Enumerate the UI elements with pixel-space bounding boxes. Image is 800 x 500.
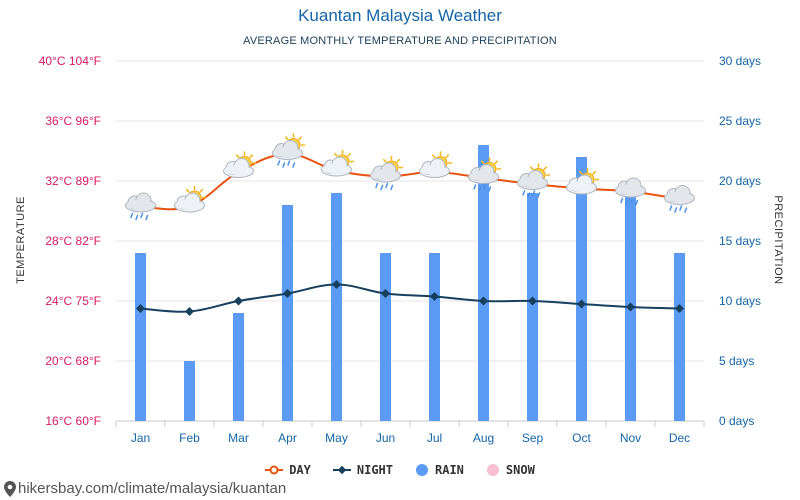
x-tick-label: Jan: [131, 431, 150, 445]
sun-cloud-rain-icon: [468, 157, 502, 192]
left-tick-label: 28°C 82°F: [45, 234, 101, 248]
left-tick-label: 16°C 60°F: [45, 414, 101, 428]
x-tick-label: Nov: [620, 431, 641, 445]
rain-bar: [184, 361, 195, 421]
chart-subtitle: AVERAGE MONTHLY TEMPERATURE AND PRECIPIT…: [243, 35, 557, 47]
x-tick-label: Dec: [669, 431, 690, 445]
sun-cloud-rain-icon: [272, 133, 306, 168]
axis-ticks: 16°C 60°F 20°C 68°F 24°C 75°F 28°C 82°F 32°C…: [39, 54, 761, 445]
sun-cloud-rain-icon: [370, 155, 404, 191]
left-tick-label: 20°C 68°F: [45, 354, 101, 368]
rain-bar: [625, 181, 636, 421]
rain-bar: [233, 313, 244, 421]
night-swatch-icon: [332, 465, 351, 475]
legend-label-rain: RAIN: [435, 463, 464, 477]
temperature-lines: [135, 152, 685, 317]
snow-swatch-icon: [486, 464, 499, 476]
rain-bar: [331, 193, 342, 421]
sun-cloud-icon: [321, 149, 355, 177]
day-swatch-icon: [265, 465, 284, 475]
right-tick-label: 5 days: [719, 354, 754, 368]
x-tick-label: May: [325, 431, 348, 445]
x-tick-label: Oct: [572, 431, 591, 445]
x-tick-label: Jun: [376, 431, 395, 445]
left-tick-label: 36°C 96°F: [45, 114, 101, 128]
sun-cloud-icon: [419, 151, 453, 178]
x-tick-label: Feb: [179, 431, 200, 445]
x-tick-label: Aug: [473, 431, 494, 445]
cloud-rain-icon: [615, 177, 646, 206]
location-pin-icon: [4, 480, 16, 497]
rain-bar: [429, 253, 440, 421]
legend-item-rain[interactable]: RAIN: [415, 463, 464, 477]
sun-cloud-icon: [223, 151, 257, 178]
legend-label-day: DAY: [289, 463, 311, 477]
night-point: [135, 303, 146, 314]
rain-bar: [527, 193, 538, 421]
day-line: [140, 152, 680, 211]
rain-bar: [576, 157, 587, 421]
night-point: [233, 296, 244, 306]
left-tick-label: 24°C 75°F: [45, 294, 101, 308]
grid-lines: [115, 60, 705, 427]
legend-label-snow: SNOW: [505, 463, 535, 477]
rain-bars: [135, 145, 685, 421]
sun-cloud-icon: [566, 167, 600, 195]
right-axis-title: PRECIPITATION: [772, 195, 784, 284]
rain-bar: [380, 253, 391, 421]
legend-label-night: NIGHT: [356, 463, 393, 477]
cloud-sun-icon: [174, 185, 207, 213]
rain-bar: [478, 145, 489, 421]
left-axis-title: TEMPERATURE: [15, 196, 27, 284]
rain-bar: [282, 205, 293, 421]
left-tick-label: 40°C 104°F: [39, 54, 101, 68]
legend-item-day[interactable]: DAY: [265, 463, 311, 477]
rain-bar: [674, 253, 685, 421]
legend-item-snow[interactable]: SNOW: [486, 463, 535, 477]
legend-item-night[interactable]: NIGHT: [332, 463, 393, 477]
rain-bar: [135, 253, 146, 421]
chart-title: Kuantan Malaysia Weather: [298, 6, 502, 25]
right-tick-label: 25 days: [719, 114, 761, 128]
x-tick-label: Sep: [522, 431, 544, 445]
rain-swatch-icon: [416, 464, 428, 476]
x-tick-label: Apr: [278, 431, 297, 445]
right-tick-label: 20 days: [719, 174, 761, 188]
weather-icons: [125, 133, 695, 221]
sun-cloud-rain-icon: [517, 163, 551, 198]
cloud-rain-icon: [125, 192, 156, 221]
right-tick-label: 30 days: [719, 54, 761, 68]
cloud-rain-icon: [664, 185, 695, 213]
footer-link[interactable]: hikersbay.com/climate/malaysia/kuantan: [4, 480, 286, 497]
x-tick-label: Mar: [228, 431, 249, 445]
right-tick-label: 15 days: [719, 234, 761, 248]
right-tick-label: 0 days: [719, 414, 754, 428]
legend: DAY NIGHT RAIN SNOW: [0, 463, 800, 477]
night-line: [140, 283, 680, 313]
left-tick-label: 32°C 89°F: [45, 174, 101, 188]
right-tick-label: 10 days: [719, 294, 761, 308]
x-tick-label: Jul: [427, 431, 442, 445]
footer-url-text: hikersbay.com/climate/malaysia/kuantan: [18, 480, 287, 497]
night-point: [184, 306, 195, 317]
